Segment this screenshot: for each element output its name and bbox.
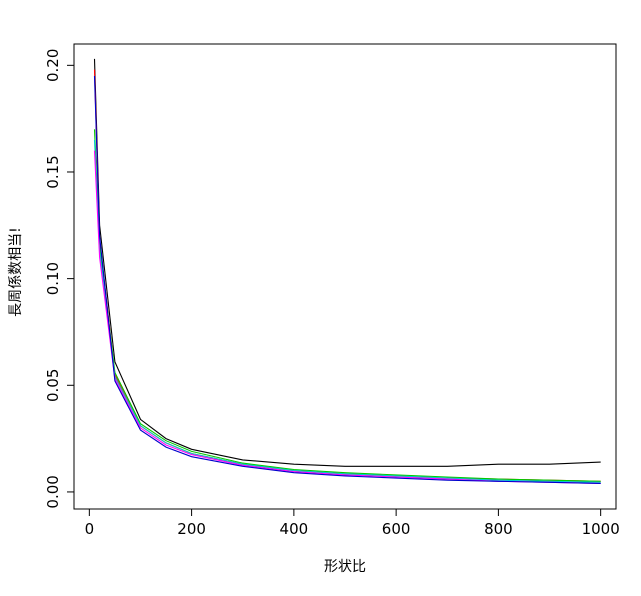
x-tick-label: 600 bbox=[382, 520, 411, 538]
series-line-4 bbox=[93, 139, 601, 483]
y-tick-label: 0.00 bbox=[44, 475, 62, 508]
series-line-1 bbox=[93, 58, 601, 467]
x-axis-title: 形状比 bbox=[324, 559, 366, 575]
y-tick-label: 0.05 bbox=[44, 369, 62, 402]
x-axis: 0 200 400 600 800 1000 bbox=[85, 508, 620, 538]
y-axis: 0.00 0.05 0.10 0.15 0.20 bbox=[44, 49, 75, 509]
x-tick-label: 1000 bbox=[582, 520, 620, 538]
x-tick-label: 0 bbox=[85, 520, 95, 538]
y-tick-label: 0.10 bbox=[44, 262, 62, 295]
x-tick-label: 400 bbox=[280, 520, 309, 538]
x-tick-label: 800 bbox=[484, 520, 513, 538]
x-tick-label: 200 bbox=[177, 520, 206, 538]
series-line-3 bbox=[93, 129, 601, 482]
series-line-6 bbox=[93, 75, 601, 484]
y-tick-label: 0.20 bbox=[44, 49, 62, 82]
y-axis-title: 長周係数相当! bbox=[8, 227, 24, 317]
y-tick-label: 0.15 bbox=[44, 155, 62, 188]
series-layer bbox=[93, 58, 601, 484]
